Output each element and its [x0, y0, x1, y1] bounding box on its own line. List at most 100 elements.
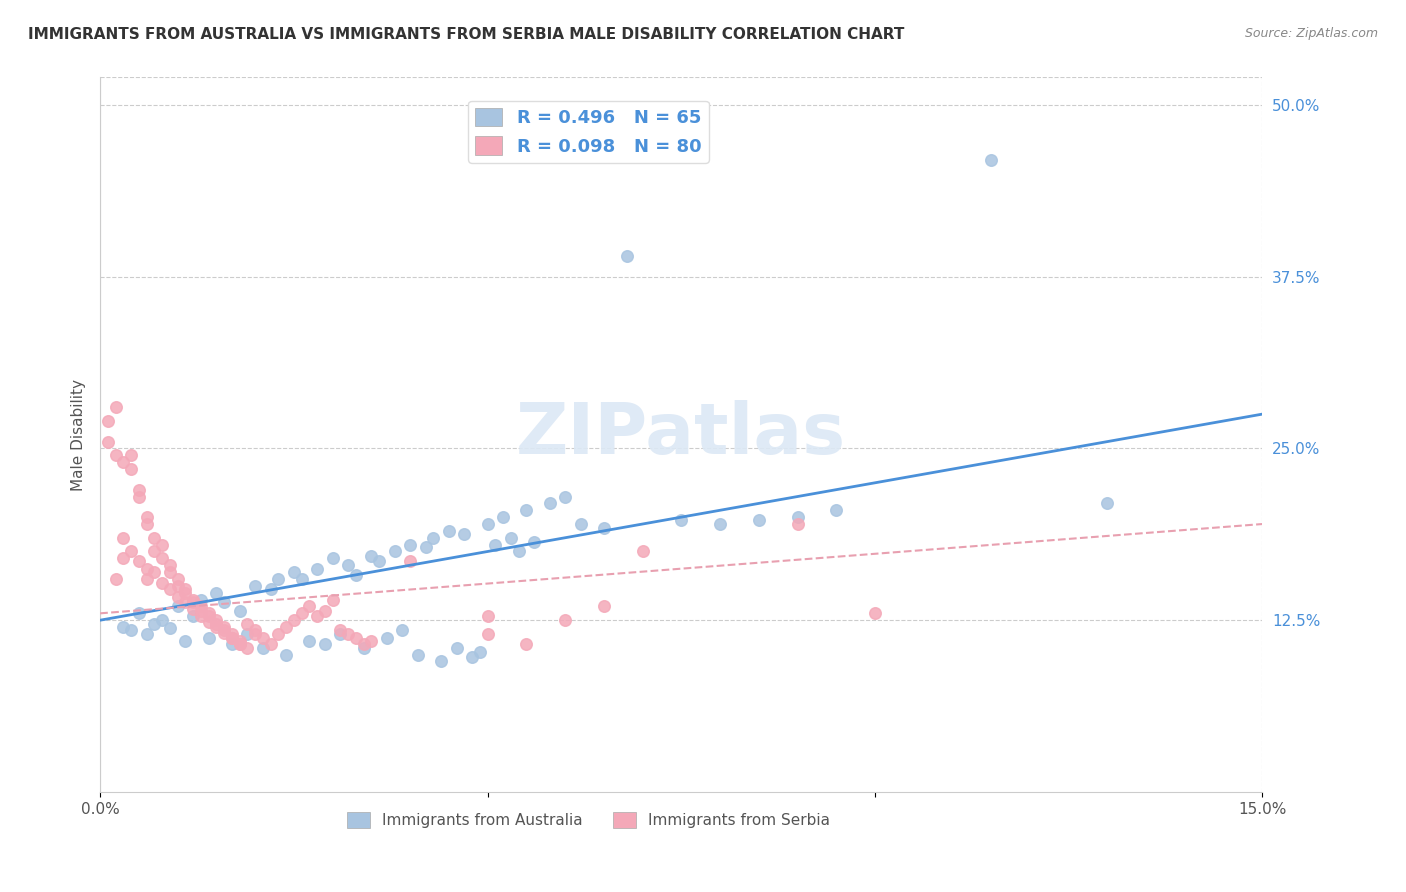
Point [360, 633, 382, 648]
Point [166, 590, 188, 604]
Point [391, 623, 413, 637]
Point [205, 613, 228, 627]
Point [446, 640, 468, 655]
Point [135, 562, 157, 576]
Point [212, 623, 235, 637]
Point [97, 434, 120, 449]
Point [344, 567, 367, 582]
Point [477, 627, 499, 641]
Point [980, 153, 1002, 167]
Text: ZIPatlas: ZIPatlas [516, 401, 846, 469]
Point [212, 595, 235, 609]
Point [221, 631, 243, 645]
Point [174, 633, 197, 648]
Point [353, 640, 375, 655]
Point [616, 249, 638, 263]
Point [267, 627, 290, 641]
Point [166, 579, 188, 593]
Point [592, 599, 614, 614]
Point [384, 544, 406, 558]
Point [135, 627, 157, 641]
Point [166, 572, 188, 586]
Point [291, 572, 314, 586]
Point [205, 617, 228, 632]
Point [120, 544, 142, 558]
Point [592, 521, 614, 535]
Text: Source: ZipAtlas.com: Source: ZipAtlas.com [1244, 27, 1378, 40]
Point [174, 595, 197, 609]
Point [274, 620, 297, 634]
Point [112, 531, 135, 545]
Point [197, 631, 219, 645]
Point [190, 599, 212, 614]
Point [197, 607, 219, 621]
Point [228, 636, 250, 650]
Point [461, 650, 484, 665]
Point [181, 609, 204, 624]
Point [128, 490, 150, 504]
Point [709, 516, 731, 531]
Point [135, 510, 157, 524]
Point [181, 592, 204, 607]
Point [174, 585, 197, 599]
Point [104, 572, 127, 586]
Point [120, 448, 142, 462]
Point [252, 640, 274, 655]
Point [322, 592, 344, 607]
Point [329, 627, 352, 641]
Point [128, 554, 150, 568]
Point [112, 620, 135, 634]
Point [197, 609, 219, 624]
Point [786, 516, 808, 531]
Point [437, 524, 460, 538]
Point [671, 513, 693, 527]
Point [322, 551, 344, 566]
Point [236, 617, 259, 632]
Y-axis label: Male Disability: Male Disability [72, 379, 86, 491]
Point [104, 401, 127, 415]
Point [120, 623, 142, 637]
Point [190, 592, 212, 607]
Point [212, 620, 235, 634]
Point [150, 551, 173, 566]
Point [360, 549, 382, 563]
Point [128, 607, 150, 621]
Point [135, 572, 157, 586]
Point [205, 585, 228, 599]
Point [283, 565, 305, 579]
Point [748, 513, 770, 527]
Point [538, 496, 561, 510]
Point [314, 636, 336, 650]
Point [274, 648, 297, 662]
Point [786, 510, 808, 524]
Point [221, 631, 243, 645]
Point [181, 595, 204, 609]
Point [631, 544, 654, 558]
Point [143, 565, 166, 579]
Point [307, 562, 329, 576]
Point [159, 558, 181, 573]
Point [314, 604, 336, 618]
Point [112, 455, 135, 469]
Point [221, 636, 243, 650]
Point [150, 576, 173, 591]
Point [492, 510, 515, 524]
Point [453, 526, 475, 541]
Point [422, 531, 444, 545]
Point [236, 640, 259, 655]
Point [104, 448, 127, 462]
Point [143, 544, 166, 558]
Point [221, 627, 243, 641]
Point [283, 613, 305, 627]
Point [825, 503, 848, 517]
Point [375, 631, 398, 645]
Point [259, 636, 281, 650]
Point [143, 531, 166, 545]
Point [120, 462, 142, 476]
Point [112, 551, 135, 566]
Point [212, 625, 235, 640]
Point [143, 617, 166, 632]
Point [205, 620, 228, 634]
Point [554, 613, 576, 627]
Point [267, 572, 290, 586]
